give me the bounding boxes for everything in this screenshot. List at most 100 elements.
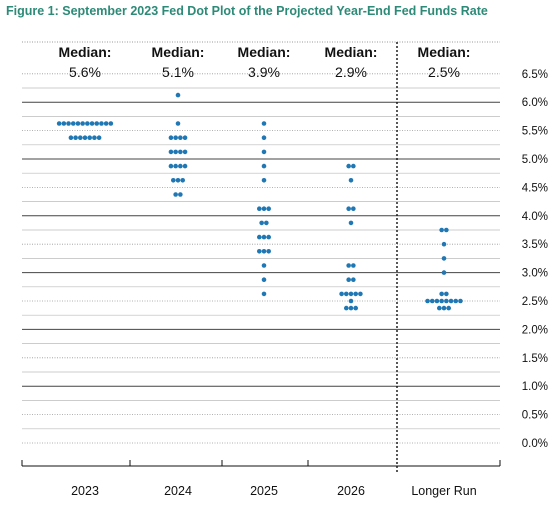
dot	[178, 149, 183, 155]
dot	[346, 163, 351, 169]
median-heading: Median:	[325, 44, 378, 60]
y-tick-label: 2.5%	[522, 296, 548, 308]
dot	[182, 135, 188, 140]
dot	[346, 277, 351, 283]
dot	[61, 121, 67, 126]
chart-title: Figure 1: September 2023 Fed Dot Plot of…	[6, 4, 488, 18]
dot	[257, 206, 262, 211]
y-tick-label: 4.5%	[522, 182, 548, 194]
dot	[348, 291, 354, 297]
dot	[351, 206, 356, 211]
dot	[257, 249, 262, 254]
dot	[175, 178, 181, 183]
x-tick-label: 2024	[164, 484, 192, 498]
dot	[444, 291, 449, 297]
median-value: 5.6%	[69, 64, 101, 80]
dot	[261, 178, 267, 183]
y-tick-label: 1.0%	[522, 381, 548, 393]
dot	[56, 121, 62, 126]
dot	[89, 121, 95, 126]
dot	[261, 277, 267, 283]
dot	[75, 121, 81, 126]
dot	[261, 121, 267, 126]
dot	[439, 291, 444, 297]
dot	[348, 305, 354, 311]
dot	[344, 305, 349, 311]
dot	[173, 163, 178, 169]
dot	[348, 220, 354, 226]
median-labels: Median: 5.6% Median: 5.1% Median: 3.9% Median:…	[59, 44, 471, 80]
dot	[441, 270, 447, 275]
y-tick-label: 0.5%	[522, 410, 548, 422]
dot	[92, 135, 97, 140]
dot	[178, 192, 183, 197]
dot	[346, 206, 351, 211]
dot	[353, 305, 359, 311]
dot	[168, 135, 174, 140]
y-tick-label: 0.0%	[522, 438, 548, 450]
y-tick-label: 2.0%	[522, 324, 548, 336]
dot	[103, 121, 109, 126]
dot	[351, 277, 356, 283]
dot	[94, 121, 100, 126]
dot	[444, 227, 449, 233]
dot	[344, 291, 349, 297]
dot	[346, 263, 351, 268]
dot	[171, 178, 176, 183]
dot	[261, 291, 267, 297]
y-tick-label: 4.0%	[522, 211, 548, 223]
dot	[173, 135, 178, 140]
dot	[96, 135, 102, 140]
dot	[259, 220, 264, 226]
dot	[261, 206, 267, 211]
dot	[446, 305, 452, 311]
dot	[80, 121, 85, 126]
dot	[351, 263, 356, 268]
dot	[173, 149, 178, 155]
dot	[168, 149, 174, 155]
dot	[353, 291, 359, 297]
dot	[266, 234, 272, 240]
dot	[182, 163, 188, 169]
median-heading: Median:	[59, 44, 112, 60]
dot	[175, 121, 181, 126]
dot	[68, 135, 74, 140]
x-tick-label: Longer Run	[411, 484, 476, 498]
dot	[261, 163, 267, 169]
dot	[182, 149, 188, 155]
dot	[85, 121, 90, 126]
dot	[175, 92, 181, 98]
x-tick-label: 2023	[71, 484, 99, 498]
dot	[429, 298, 435, 304]
dot	[261, 249, 267, 254]
dot	[439, 227, 444, 233]
y-tick-label: 5.0%	[522, 154, 548, 166]
dots	[56, 92, 463, 311]
grid-lines	[22, 41, 500, 444]
dot	[261, 135, 267, 140]
dot	[73, 135, 78, 140]
dot	[266, 249, 272, 254]
x-tick-label: 2026	[337, 484, 365, 498]
dot	[261, 263, 267, 268]
x-tick-label: 2025	[250, 484, 278, 498]
dot	[266, 206, 272, 211]
dot	[173, 192, 178, 197]
median-heading: Median:	[418, 44, 471, 60]
dot	[339, 291, 344, 297]
dot	[441, 241, 447, 247]
median-value: 2.5%	[428, 64, 460, 80]
y-tick-label: 1.5%	[522, 353, 548, 365]
dot	[70, 121, 76, 126]
dot	[453, 298, 459, 304]
median-heading: Median:	[152, 44, 205, 60]
y-tick-label: 6.5%	[522, 69, 548, 81]
dot	[178, 135, 183, 140]
dot	[168, 163, 174, 169]
dot	[264, 220, 269, 226]
dot	[178, 163, 183, 169]
dot	[441, 256, 447, 261]
dot	[261, 149, 267, 155]
y-tick-label: 5.5%	[522, 126, 548, 138]
